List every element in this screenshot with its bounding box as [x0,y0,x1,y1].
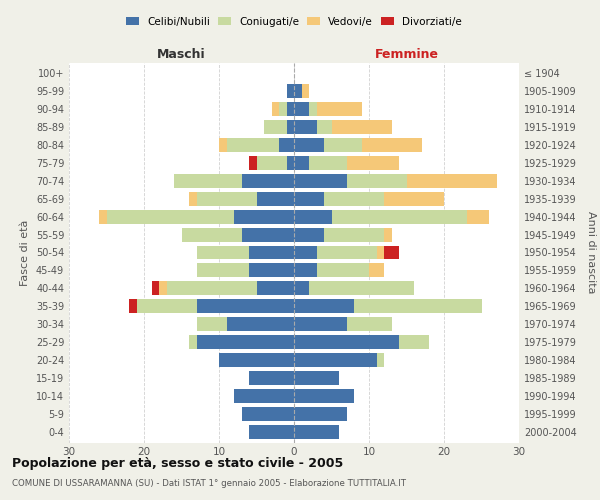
Bar [249,264,294,278]
Bar [257,192,294,205]
Bar [302,84,309,98]
Bar [361,138,421,152]
Bar [467,210,489,224]
Text: Femmine: Femmine [374,48,439,60]
Text: COMUNE DI USSARAMANNA (SU) - Dati ISTAT 1° gennaio 2005 - Elaborazione TUTTITALI: COMUNE DI USSARAMANNA (SU) - Dati ISTAT … [12,479,406,488]
Bar [257,282,294,296]
Bar [294,264,317,278]
Bar [294,84,302,98]
Bar [317,120,331,134]
Bar [241,174,294,188]
Legend: Celibi/Nubili, Coniugati/e, Vedovi/e, Divorziati/e: Celibi/Nubili, Coniugati/e, Vedovi/e, Di… [124,14,464,28]
Bar [264,120,287,134]
Bar [234,389,294,403]
Bar [241,407,294,421]
Bar [294,156,309,170]
Bar [227,317,294,331]
Bar [241,228,294,241]
Bar [377,246,384,260]
Bar [354,300,482,314]
Bar [317,246,377,260]
Bar [197,264,249,278]
Bar [197,300,294,314]
Bar [294,120,317,134]
Bar [159,282,167,296]
Text: Maschi: Maschi [157,48,206,60]
Bar [294,389,354,403]
Bar [324,192,384,205]
Bar [294,353,377,367]
Bar [294,228,324,241]
Y-axis label: Anni di nascita: Anni di nascita [586,211,596,294]
Bar [294,192,324,205]
Bar [287,84,294,98]
Bar [384,246,399,260]
Bar [294,300,354,314]
Bar [294,246,317,260]
Bar [384,228,392,241]
Bar [407,174,497,188]
Bar [331,210,467,224]
Bar [347,174,407,188]
Bar [279,102,287,116]
Bar [227,138,279,152]
Bar [197,335,294,349]
Bar [189,192,197,205]
Bar [294,210,331,224]
Bar [219,353,294,367]
Bar [369,264,384,278]
Bar [257,156,287,170]
Bar [174,174,241,188]
Bar [317,264,369,278]
Bar [234,210,294,224]
Bar [294,102,309,116]
Bar [309,156,347,170]
Bar [249,371,294,385]
Bar [331,120,392,134]
Bar [287,156,294,170]
Bar [294,282,309,296]
Bar [294,407,347,421]
Bar [287,120,294,134]
Bar [219,138,227,152]
Bar [317,102,361,116]
Bar [249,425,294,438]
Bar [189,335,197,349]
Bar [384,192,444,205]
Bar [309,282,414,296]
Bar [324,138,361,152]
Bar [182,228,241,241]
Bar [107,210,234,224]
Bar [294,425,339,438]
Bar [279,138,294,152]
Bar [294,317,347,331]
Bar [197,317,227,331]
Bar [294,138,324,152]
Bar [294,174,347,188]
Text: Popolazione per età, sesso e stato civile - 2005: Popolazione per età, sesso e stato civil… [12,458,343,470]
Bar [324,228,384,241]
Bar [294,371,339,385]
Bar [249,246,294,260]
Bar [347,317,392,331]
Y-axis label: Fasce di età: Fasce di età [20,220,30,286]
Bar [399,335,429,349]
Bar [167,282,257,296]
Bar [151,282,159,296]
Bar [137,300,197,314]
Bar [347,156,399,170]
Bar [287,102,294,116]
Bar [294,335,399,349]
Bar [271,102,279,116]
Bar [309,102,317,116]
Bar [197,192,257,205]
Bar [377,353,384,367]
Bar [129,300,137,314]
Bar [197,246,249,260]
Bar [99,210,107,224]
Bar [249,156,257,170]
